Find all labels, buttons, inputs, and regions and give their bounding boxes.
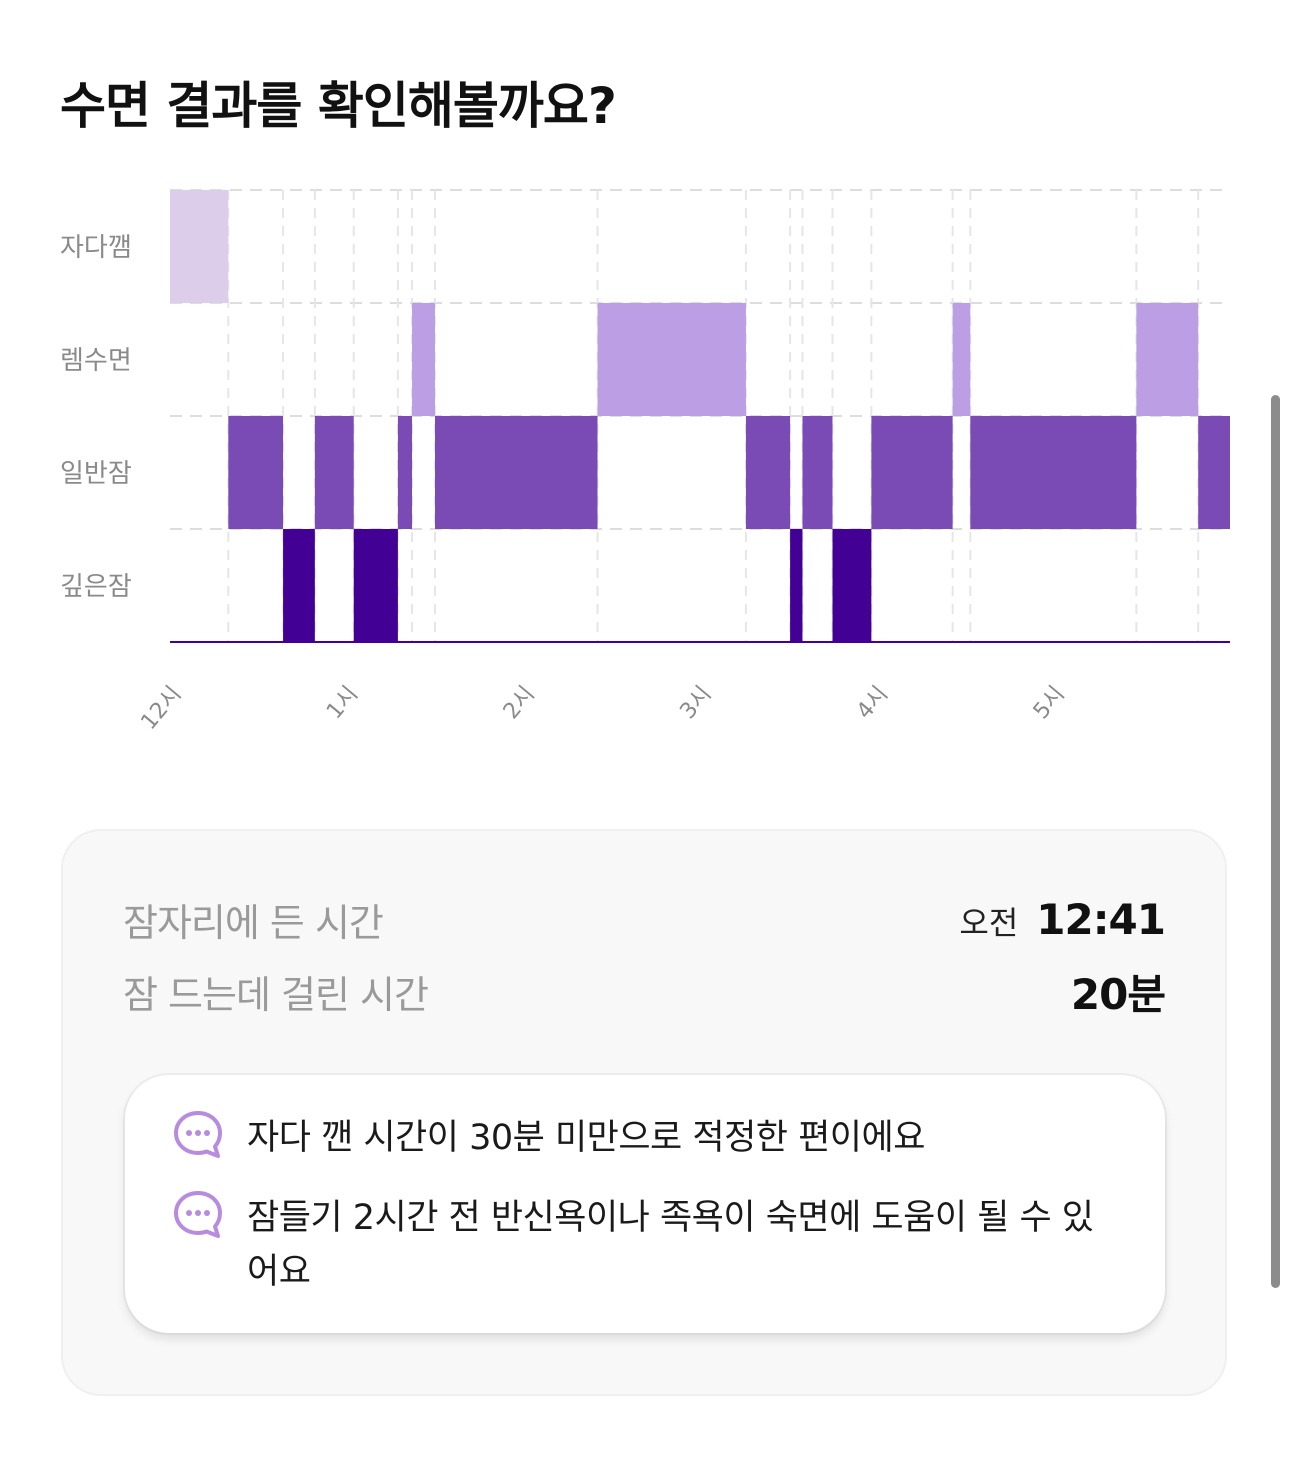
y-axis-label-light: 일반잠 xyxy=(60,459,132,489)
bedtime-row: 잠자리에 든 시간 오전 12:41 xyxy=(123,889,1166,949)
stage-segment-deep xyxy=(283,529,315,642)
stage-segment-rem xyxy=(1136,303,1199,416)
tip-item: 자다 깬 시간이 30분 미만으로 적정한 편이에요 xyxy=(171,1111,1121,1165)
bedtime-value: 12:41 xyxy=(1036,894,1166,944)
stage-segment-deep xyxy=(790,529,803,642)
y-axis-label-deep: 깊은잠 xyxy=(60,572,132,602)
stage-segment-light xyxy=(314,416,354,529)
stage-segment-light xyxy=(802,416,833,529)
sleep-latency-value: 20분 xyxy=(1070,969,1166,1019)
tip-item: 잠들기 2시간 전 반신욕이나 족욕이 숙면에 도움이 될 수 있어요 xyxy=(171,1191,1121,1299)
stage-segment-light xyxy=(228,416,284,529)
tip-text: 자다 깬 시간이 30분 미만으로 적정한 편이에요 xyxy=(247,1118,925,1158)
sleep-latency-row: 잠 드는데 걸린 시간 20분 xyxy=(123,961,1166,1022)
stage-segment-light xyxy=(1198,416,1230,529)
sleep-latency-label: 잠 드는데 걸린 시간 xyxy=(123,972,429,1017)
y-axis-label-awake: 자다깸 xyxy=(60,233,132,263)
x-tick-label: 1시 xyxy=(322,682,363,724)
bedtime-value-group: 오전 12:41 xyxy=(959,894,1166,944)
tip-text: 잠들기 2시간 전 반신욕이나 족욕이 숙면에 도움이 될 수 있어요 xyxy=(247,1198,1094,1292)
stage-segment-deep xyxy=(832,529,872,642)
bedtime-label: 잠자리에 든 시간 xyxy=(123,900,384,945)
stage-segment-rem xyxy=(952,303,971,416)
tips-card: 자다 깬 시간이 30분 미만으로 적정한 편이에요 잠들기 2시간 전 반신욕… xyxy=(125,1075,1165,1333)
stage-segment-awake xyxy=(170,190,229,303)
stage-segment-light xyxy=(970,416,1137,529)
stage-segment-deep xyxy=(353,529,398,642)
page-title: 수면 결과를 확인해볼까요? xyxy=(60,77,617,135)
stage-segment-light xyxy=(745,416,791,529)
stage-segment-light xyxy=(435,416,598,529)
chat-bubble-icon xyxy=(174,1191,222,1238)
stage-segment-light xyxy=(871,416,953,529)
x-tick-label: 4시 xyxy=(852,682,893,724)
stage-segment-rem xyxy=(597,303,746,416)
chat-bubble-icon xyxy=(174,1111,222,1158)
bedtime-ampm: 오전 xyxy=(959,903,1019,942)
stage-segment-rem xyxy=(412,303,435,416)
stage-segment-light xyxy=(397,416,413,529)
x-tick-label: 5시 xyxy=(1029,682,1070,724)
sleep-latency-value-group: 20분 xyxy=(1070,961,1166,1022)
scrollbar[interactable] xyxy=(1271,395,1280,1288)
x-tick-label: 2시 xyxy=(499,682,540,724)
sleep-summary-card: 잠자리에 든 시간 오전 12:41 잠 드는데 걸린 시간 20분 자다 깬 … xyxy=(61,829,1227,1396)
x-tick-label: 3시 xyxy=(675,682,716,724)
y-axis-label-rem: 렘수면 xyxy=(60,346,132,376)
x-tick-label: 12시 xyxy=(136,682,186,735)
